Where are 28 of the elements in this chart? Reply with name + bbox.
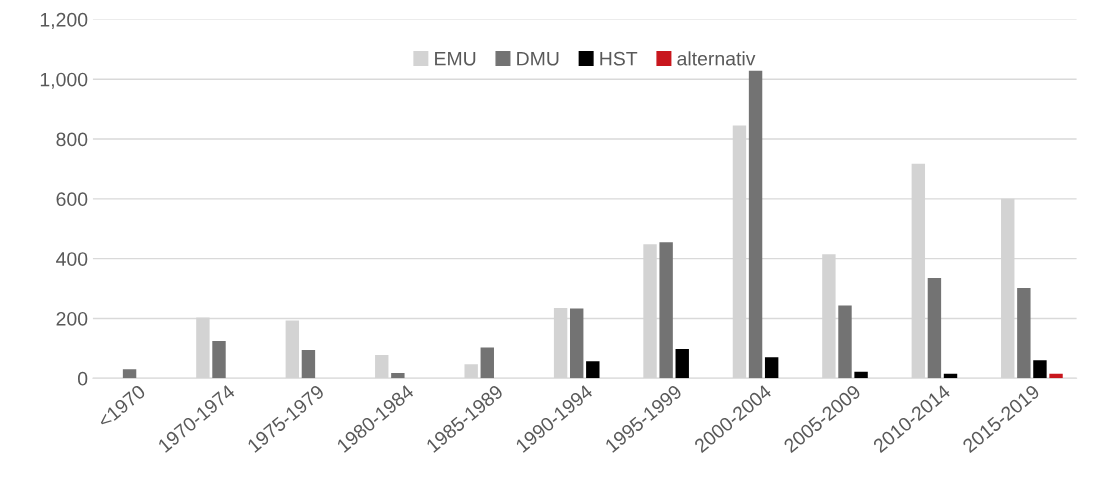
bar — [675, 348, 689, 379]
y-tick-label: 400 — [56, 252, 88, 266]
bar — [212, 340, 226, 379]
bar — [391, 372, 405, 379]
legend-label: HST — [600, 51, 638, 66]
y-tick-label: 1,000 — [40, 72, 88, 89]
bar — [748, 70, 763, 379]
bar — [1049, 373, 1063, 379]
legend-label: EMU — [435, 51, 476, 66]
bar — [764, 357, 779, 379]
y-tick-label: 800 — [56, 132, 88, 147]
bar — [586, 361, 600, 379]
bar — [122, 369, 137, 379]
bar — [659, 242, 673, 379]
bar — [301, 349, 316, 379]
legend-label: alternativ — [677, 51, 756, 66]
y-tick-label: 1,200 — [40, 12, 88, 29]
bar — [1017, 287, 1031, 379]
legend-label: DMU — [517, 51, 559, 66]
bar — [854, 371, 868, 379]
y-tick-label: 0 — [77, 371, 88, 386]
bar — [480, 347, 494, 379]
bar — [1033, 360, 1047, 379]
bar — [570, 308, 584, 379]
y-tick-label: 600 — [56, 192, 88, 207]
bar — [927, 278, 942, 379]
y-tick-label: 200 — [56, 311, 88, 326]
bar — [838, 305, 852, 379]
